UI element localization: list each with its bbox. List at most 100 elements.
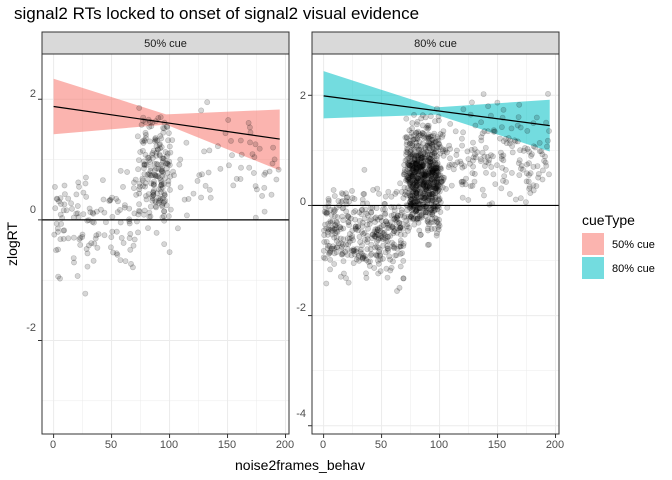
- data-point: [410, 166, 417, 173]
- data-point: [419, 162, 426, 169]
- data-point: [425, 189, 432, 196]
- data-point: [413, 190, 420, 196]
- data-point: [419, 174, 426, 180]
- data-point: [526, 185, 533, 192]
- data-point: [425, 173, 432, 179]
- data-point: [238, 151, 245, 158]
- data-point: [441, 174, 448, 181]
- data-point: [356, 217, 363, 224]
- y-tick-label: 2: [300, 90, 306, 102]
- data-point: [416, 146, 423, 153]
- data-point: [483, 159, 489, 165]
- data-point: [435, 137, 442, 144]
- data-point: [436, 188, 443, 195]
- data-point: [391, 228, 398, 235]
- data-point: [538, 148, 545, 155]
- data-point: [419, 193, 426, 200]
- data-point: [545, 137, 551, 144]
- data-point: [412, 208, 419, 215]
- data-point: [344, 194, 351, 200]
- data-point: [430, 181, 437, 187]
- data-point: [434, 178, 440, 185]
- data-point: [151, 178, 157, 185]
- data-point: [425, 122, 432, 129]
- data-point: [432, 139, 439, 146]
- data-point: [408, 214, 415, 221]
- data-point: [434, 144, 440, 150]
- data-point: [384, 238, 391, 244]
- data-point: [407, 148, 414, 155]
- data-point: [340, 217, 347, 223]
- data-point: [52, 205, 59, 212]
- data-point: [327, 247, 334, 254]
- data-point: [426, 181, 433, 188]
- data-point: [365, 225, 371, 232]
- data-point: [358, 206, 365, 213]
- data-point: [410, 136, 417, 143]
- data-point: [427, 140, 434, 147]
- data-point: [433, 185, 440, 192]
- data-point: [411, 156, 418, 163]
- data-point: [411, 160, 417, 167]
- data-point: [416, 197, 423, 204]
- data-point: [433, 174, 440, 181]
- data-point: [525, 178, 532, 185]
- data-point: [407, 198, 413, 205]
- data-point: [339, 251, 346, 258]
- data-point: [393, 219, 400, 226]
- data-point: [327, 218, 334, 225]
- data-point: [410, 182, 417, 189]
- data-point: [520, 147, 527, 154]
- data-point: [420, 180, 427, 187]
- data-point: [357, 249, 364, 256]
- data-point: [156, 194, 162, 201]
- data-point: [152, 203, 159, 210]
- data-point: [364, 236, 371, 243]
- data-point: [342, 248, 349, 255]
- data-point: [411, 194, 418, 201]
- data-point: [410, 187, 417, 194]
- data-point: [374, 225, 381, 232]
- data-point: [117, 206, 123, 213]
- data-point: [433, 145, 440, 152]
- data-point: [490, 171, 497, 178]
- data-point: [420, 162, 427, 169]
- data-point: [397, 224, 403, 231]
- data-point: [159, 202, 165, 208]
- data-point: [433, 200, 439, 207]
- data-point: [159, 168, 166, 175]
- data-point: [433, 155, 440, 162]
- data-point: [428, 168, 435, 175]
- data-point: [217, 165, 224, 172]
- data-point: [366, 220, 373, 227]
- data-point: [418, 194, 425, 201]
- data-point: [470, 163, 476, 170]
- data-point: [414, 194, 421, 201]
- data-point: [389, 223, 396, 230]
- data-point: [426, 205, 433, 212]
- data-point: [338, 198, 345, 205]
- data-point: [320, 247, 327, 254]
- data-point: [429, 216, 435, 222]
- data-point: [474, 149, 481, 156]
- data-point: [381, 232, 388, 238]
- data-point: [391, 245, 398, 252]
- data-point: [492, 181, 499, 187]
- data-point: [83, 193, 90, 200]
- data-point: [359, 223, 366, 230]
- data-point: [345, 218, 352, 225]
- data-point: [420, 209, 427, 216]
- data-point: [163, 202, 170, 209]
- data-point: [443, 149, 450, 156]
- data-point: [230, 182, 237, 189]
- data-point: [406, 127, 413, 134]
- data-point: [409, 142, 415, 149]
- data-point: [419, 161, 426, 168]
- data-point: [432, 190, 439, 196]
- data-point: [350, 237, 356, 244]
- data-point: [324, 231, 331, 238]
- data-point: [435, 226, 442, 233]
- data-point: [154, 190, 160, 197]
- data-point: [435, 179, 442, 186]
- data-point: [362, 206, 369, 213]
